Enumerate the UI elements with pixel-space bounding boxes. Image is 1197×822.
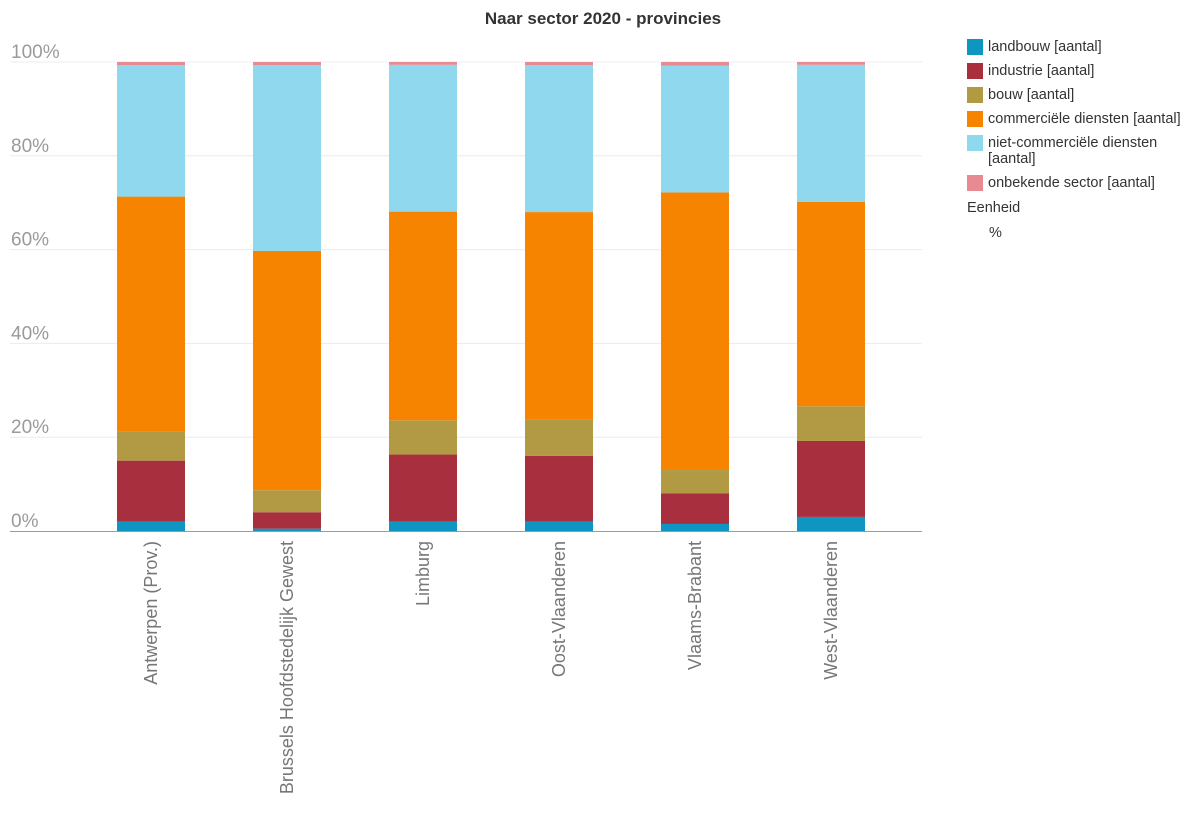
x-category-label: Brussels Hoofdstedelijk Gewest: [277, 541, 297, 794]
bar-segment: [117, 521, 185, 531]
legend-swatch: [967, 111, 983, 127]
bar-segment: [253, 65, 321, 252]
bar-segment: [525, 65, 593, 213]
chart-plot-area: 0% 20% 40% 60% 80% 100% Antwerpen (Prov.) Bruss…: [10, 42, 922, 794]
unit-title: Eenheid: [967, 200, 1021, 216]
bar-segment: [253, 490, 321, 513]
x-category-label: Vlaams-Brabant: [685, 541, 705, 670]
legend-items: landbouw [aantal] industrie [aantal] bouw …: [967, 39, 1197, 191]
x-category-label: Oost-Vlaanderen: [549, 541, 569, 677]
legend-swatch: [967, 87, 983, 103]
y-tick-label: 0%: [11, 511, 39, 532]
bar-segment: [661, 470, 729, 494]
bar-segment: [389, 521, 457, 531]
bar-segment: [797, 440, 865, 517]
bar-segment: [797, 516, 865, 531]
bar-segment: [661, 523, 729, 531]
y-tick-label: 60%: [11, 230, 49, 251]
y-tick-label: 100%: [11, 42, 60, 63]
legend-item[interactable]: industrie [aantal]: [967, 63, 1197, 79]
legend-swatch: [967, 39, 983, 55]
legend-swatch: [967, 175, 983, 191]
bar-segment: [117, 431, 185, 461]
bar-segment: [661, 493, 729, 524]
chart-title: Naar sector 2020 - provincies: [484, 9, 722, 28]
legend-item[interactable]: onbekende sector [aantal]: [967, 175, 1197, 191]
bar-segment: [661, 62, 729, 66]
bar-segment: [797, 64, 865, 202]
bar-segment: [661, 65, 729, 193]
legend-label: onbekende sector [aantal]: [988, 175, 1155, 191]
legend-label: commerciële diensten [aantal]: [988, 111, 1181, 127]
x-category-label: Limburg: [413, 541, 433, 606]
bar-segment: [253, 512, 321, 529]
unit-value: %: [989, 225, 1002, 241]
bar-segment: [117, 460, 185, 522]
bar-segment: [525, 62, 593, 66]
legend-label: bouw [aantal]: [988, 87, 1075, 103]
legend-item[interactable]: niet-commerciële diensten [aantal]: [967, 135, 1197, 167]
bar-segment: [389, 454, 457, 522]
legend-item[interactable]: bouw [aantal]: [967, 87, 1197, 103]
bar-segment: [253, 62, 321, 66]
bar-segment: [797, 62, 865, 65]
bar-segment: [797, 201, 865, 407]
bar-segment: [117, 65, 185, 197]
x-category-label: West-Vlaanderen: [821, 541, 841, 680]
bar-segment: [525, 455, 593, 522]
bar-segment: [525, 212, 593, 420]
bar-segment: [117, 196, 185, 432]
legend-label: niet-commerciële diensten [aantal]: [988, 135, 1158, 167]
legend-swatch: [967, 63, 983, 79]
bar-segment: [253, 528, 321, 531]
legend-label: landbouw [aantal]: [988, 39, 1102, 55]
legend-swatch: [967, 135, 983, 151]
legend-item[interactable]: commerciële diensten [aantal]: [967, 111, 1197, 127]
y-tick-label: 40%: [11, 323, 49, 344]
bar-segment: [253, 251, 321, 491]
bar-segment: [525, 419, 593, 456]
x-category-label: Antwerpen (Prov.): [141, 541, 161, 685]
legend: landbouw [aantal] industrie [aantal] bouw …: [967, 39, 1197, 242]
bar-segment: [389, 211, 457, 421]
bar-segment: [389, 64, 457, 212]
legend-label: industrie [aantal]: [988, 63, 1095, 79]
legend-item[interactable]: landbouw [aantal]: [967, 39, 1197, 55]
bar-segment: [797, 406, 865, 441]
bar-segment: [389, 62, 457, 65]
y-tick-label: 80%: [11, 136, 49, 157]
bar-segment: [389, 420, 457, 455]
bar-segment: [117, 62, 185, 66]
y-tick-label: 20%: [11, 417, 49, 438]
bar-segment: [661, 192, 729, 471]
bar-segment: [525, 521, 593, 531]
